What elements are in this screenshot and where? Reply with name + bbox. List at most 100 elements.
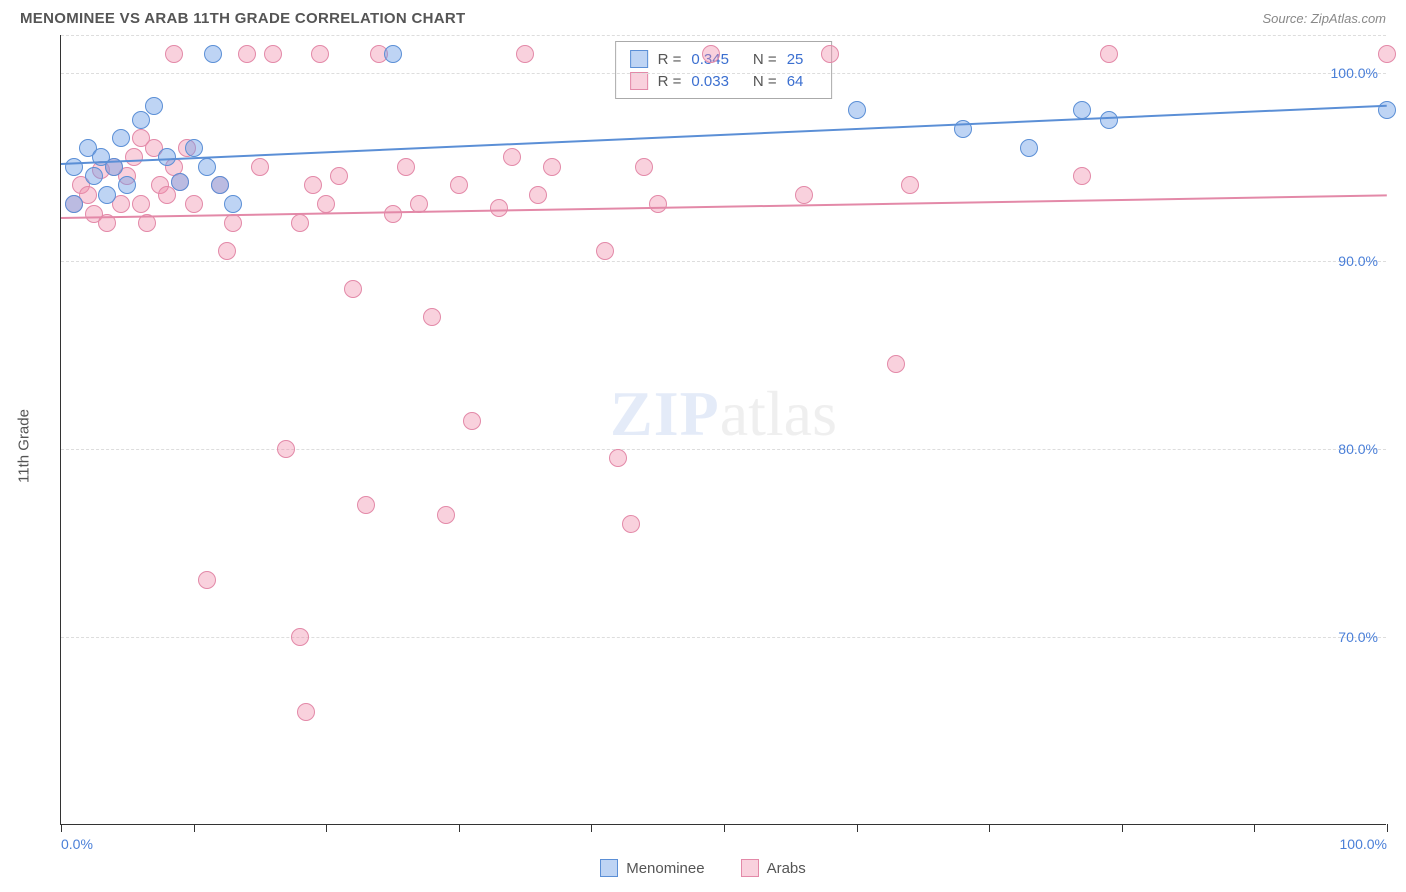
data-point <box>397 158 415 176</box>
y-tick-label: 70.0% <box>1338 629 1378 645</box>
plot-wrapper: ZIPatlas R =0.345N =25R =0.033N =64 70.0… <box>60 35 1386 825</box>
data-point <box>1100 111 1118 129</box>
data-point <box>291 214 309 232</box>
data-point <box>384 205 402 223</box>
legend-label: Arabs <box>767 860 806 877</box>
data-point <box>344 280 362 298</box>
x-tick <box>1122 824 1123 832</box>
x-tick <box>591 824 592 832</box>
data-point <box>649 195 667 213</box>
source-label: Source: ZipAtlas.com <box>1262 11 1386 26</box>
r-value: 0.033 <box>691 73 729 90</box>
data-point <box>204 45 222 63</box>
data-point <box>384 45 402 63</box>
data-point <box>238 45 256 63</box>
data-point <box>198 158 216 176</box>
data-point <box>291 628 309 646</box>
watermark: ZIPatlas <box>610 377 837 451</box>
y-tick-label: 100.0% <box>1331 65 1378 81</box>
legend-swatch <box>741 859 759 877</box>
data-point <box>622 515 640 533</box>
gridline <box>61 637 1386 638</box>
bottom-legend: Menominee Arabs <box>10 825 1396 881</box>
data-point <box>251 158 269 176</box>
data-point <box>277 440 295 458</box>
data-point <box>490 199 508 217</box>
title-row: MENOMINEE VS ARAB 11TH GRADE CORRELATION… <box>10 10 1396 35</box>
data-point <box>145 97 163 115</box>
data-point <box>1073 101 1091 119</box>
data-point <box>887 355 905 373</box>
trend-line <box>61 195 1387 220</box>
x-tick <box>459 824 460 832</box>
data-point <box>795 186 813 204</box>
data-point <box>1378 45 1396 63</box>
legend-item: Menominee <box>600 859 704 877</box>
chart-container: MENOMINEE VS ARAB 11TH GRADE CORRELATION… <box>10 10 1396 882</box>
y-axis-label: 11th Grade <box>16 409 33 483</box>
n-label: N = <box>753 51 777 68</box>
data-point <box>185 195 203 213</box>
legend-stats-box: R =0.345N =25R =0.033N =64 <box>615 41 833 99</box>
y-tick-label: 90.0% <box>1338 253 1378 269</box>
data-point <box>132 195 150 213</box>
data-point <box>609 449 627 467</box>
data-point <box>125 148 143 166</box>
data-point <box>65 158 83 176</box>
data-point <box>1378 101 1396 119</box>
trend-line <box>61 105 1387 165</box>
watermark-zip: ZIP <box>610 378 720 449</box>
legend-swatch <box>630 50 648 68</box>
data-point <box>437 506 455 524</box>
legend-stats-row: R =0.345N =25 <box>630 48 818 70</box>
data-point <box>85 167 103 185</box>
data-point <box>503 148 521 166</box>
data-point <box>596 242 614 260</box>
data-point <box>516 45 534 63</box>
data-point <box>848 101 866 119</box>
data-point <box>165 45 183 63</box>
data-point <box>98 186 116 204</box>
n-value: 64 <box>787 73 804 90</box>
data-point <box>171 173 189 191</box>
data-point <box>543 158 561 176</box>
data-point <box>224 195 242 213</box>
plot-area: ZIPatlas R =0.345N =25R =0.033N =64 70.0… <box>61 35 1386 824</box>
x-tick <box>326 824 327 832</box>
legend-swatch <box>630 72 648 90</box>
data-point <box>1073 167 1091 185</box>
data-point <box>158 186 176 204</box>
data-point <box>132 129 150 147</box>
y-tick-label: 80.0% <box>1338 441 1378 457</box>
data-point <box>357 496 375 514</box>
data-point <box>702 45 720 63</box>
data-point <box>317 195 335 213</box>
data-point <box>423 308 441 326</box>
x-tick-label: 0.0% <box>61 836 93 852</box>
data-point <box>1020 139 1038 157</box>
x-tick <box>61 824 62 832</box>
gridline <box>61 73 1386 74</box>
data-point <box>224 214 242 232</box>
data-point <box>211 176 229 194</box>
data-point <box>463 412 481 430</box>
legend-item: Arabs <box>741 859 806 877</box>
data-point <box>635 158 653 176</box>
gridline <box>61 261 1386 262</box>
data-point <box>304 176 322 194</box>
legend-label: Menominee <box>626 860 704 877</box>
data-point <box>297 703 315 721</box>
gridline <box>61 449 1386 450</box>
data-point <box>112 129 130 147</box>
data-point <box>1100 45 1118 63</box>
x-tick <box>724 824 725 832</box>
x-tick <box>857 824 858 832</box>
x-tick <box>989 824 990 832</box>
data-point <box>118 176 136 194</box>
watermark-atlas: atlas <box>720 378 837 449</box>
data-point <box>311 45 329 63</box>
n-value: 25 <box>787 51 804 68</box>
data-point <box>65 195 83 213</box>
data-point <box>185 139 203 157</box>
n-label: N = <box>753 73 777 90</box>
